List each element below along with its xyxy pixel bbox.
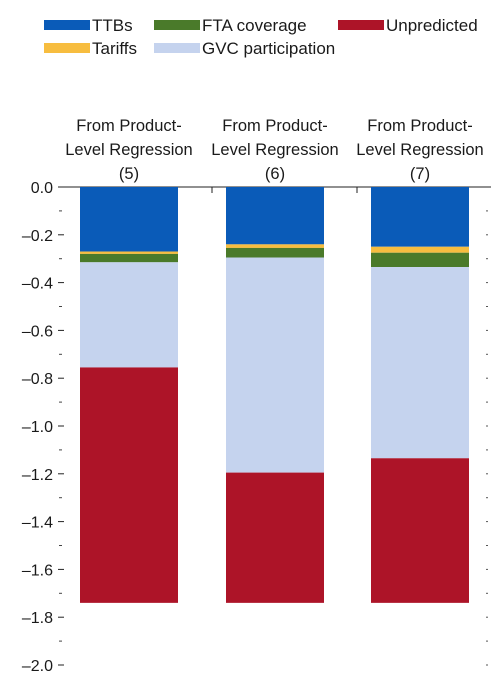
legend-swatch	[44, 20, 90, 30]
bar-segment-ttbs	[226, 187, 324, 245]
y-tick-label: –0.2	[22, 228, 53, 245]
legend-swatch	[338, 20, 384, 30]
bar-segment-unpredicted	[80, 367, 178, 603]
legend-label: Tariffs	[92, 39, 137, 58]
bar-segment-tariffs	[226, 244, 324, 248]
y-tick-label: –0.6	[22, 323, 53, 340]
bar-segment-fta-coverage	[226, 247, 324, 258]
legend-swatch	[154, 43, 200, 53]
bar-segment-gvc-participation	[226, 257, 324, 473]
y-tick-label: –2.0	[22, 658, 53, 675]
bar-segment-tariffs	[80, 251, 178, 254]
y-tick-label: –0.4	[22, 276, 53, 293]
legend-item-tariffs: Tariffs	[44, 39, 137, 58]
y-tick-label: 0.0	[31, 180, 53, 197]
bar-stack-2	[226, 187, 324, 603]
bar-stack-3	[371, 187, 469, 603]
bar-segment-gvc-participation	[80, 262, 178, 368]
legend-swatch	[44, 43, 90, 53]
y-tick-label: –1.0	[22, 419, 53, 436]
bar-segment-fta-coverage	[80, 253, 178, 263]
bar-segment-fta-coverage	[371, 252, 469, 268]
bar-segment-unpredicted	[371, 458, 469, 603]
category-label: (5)	[119, 165, 139, 183]
bar-segment-tariffs	[371, 246, 469, 253]
category-label: From Product-	[222, 117, 327, 135]
y-tick-label: –1.4	[22, 515, 53, 532]
category-label: Level Regression	[356, 141, 484, 159]
bar-segment-ttbs	[80, 187, 178, 252]
category-label: From Product-	[76, 117, 181, 135]
legend-label: GVC participation	[202, 39, 335, 58]
legend-label: Unpredicted	[386, 16, 478, 35]
bar-segment-gvc-participation	[371, 267, 469, 459]
bar-segment-ttbs	[371, 187, 469, 247]
legend-label: FTA coverage	[202, 16, 307, 35]
category-labels: From Product- Level Regression (5) From Pro…	[65, 117, 484, 183]
category-label: (6)	[265, 165, 285, 183]
y-tick-label: –1.2	[22, 467, 53, 484]
y-axis: 0.0 –0.2 –0.4 –0.6 –0.8 –1.0 –1.2 –1.4 –1.6 –1.8 –…	[22, 180, 491, 675]
legend-item-fta-coverage: FTA coverage	[154, 16, 307, 35]
category-label: (7)	[410, 165, 430, 183]
bar-segment-unpredicted	[226, 472, 324, 603]
legend: TTBs FTA coverage Unpredicted Tariffs GVC pa…	[44, 16, 478, 58]
category-label: Level Regression	[211, 141, 339, 159]
legend-item-ttbs: TTBs	[44, 16, 133, 35]
bars	[80, 187, 469, 603]
y-tick-label: –1.8	[22, 610, 53, 627]
y-tick-label: –0.8	[22, 371, 53, 388]
bar-stack-1	[80, 187, 178, 603]
category-label: From Product-	[367, 117, 472, 135]
y-tick-label: –1.6	[22, 562, 53, 579]
legend-swatch	[154, 20, 200, 30]
category-label: Level Regression	[65, 141, 193, 159]
legend-item-unpredicted: Unpredicted	[338, 16, 478, 35]
legend-label: TTBs	[92, 16, 133, 35]
legend-item-gvc-participation: GVC participation	[154, 39, 335, 58]
